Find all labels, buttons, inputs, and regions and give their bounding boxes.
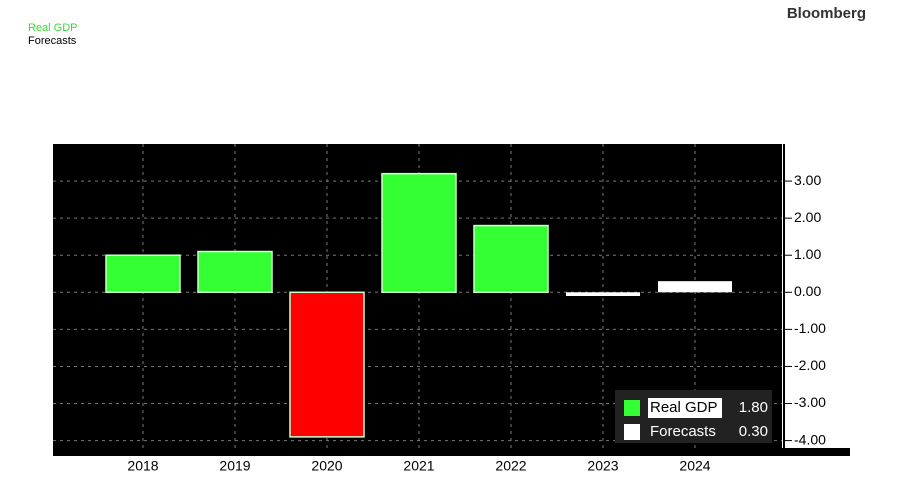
legend-label: Forecasts [650, 423, 716, 440]
x-tick-label: 2018 [127, 458, 158, 474]
x-tick-label: 2020 [311, 458, 342, 474]
bar [289, 291, 365, 438]
bar [381, 172, 457, 294]
x-tick-label: 2021 [403, 458, 434, 474]
x-tick-label: 2022 [495, 458, 526, 474]
x-tick-label: 2023 [587, 458, 618, 474]
bar [105, 254, 181, 294]
y-tick-label: -3.00 [794, 394, 826, 410]
x-tick-label: 2019 [219, 458, 250, 474]
legend-value: 1.80 [739, 399, 768, 416]
legend-top-forecast: Forecasts [28, 35, 77, 47]
x-tick-label: 2024 [679, 458, 710, 474]
y-tick-label: 3.00 [794, 172, 821, 188]
y-tick-label: 0.00 [794, 283, 821, 299]
legend-highlight [648, 398, 722, 418]
y-tick-label: 1.00 [794, 246, 821, 262]
bar [197, 250, 273, 294]
y-tick-label: -4.00 [794, 431, 826, 447]
y-tick-label: 2.00 [794, 209, 821, 225]
bar [658, 281, 732, 293]
x-axis-strip [53, 448, 850, 456]
legend-label: Real GDP [650, 399, 718, 416]
bar [566, 292, 640, 296]
legend-swatch [624, 424, 640, 440]
y-tick-label: -2.00 [794, 357, 826, 373]
legend-value: 0.30 [739, 423, 768, 440]
legend-top-gdp: Real GDP [28, 22, 78, 34]
brand: Bloomberg [787, 5, 866, 22]
legend-swatch [624, 400, 640, 416]
bar [473, 224, 549, 294]
y-tick-label: -1.00 [794, 320, 826, 336]
